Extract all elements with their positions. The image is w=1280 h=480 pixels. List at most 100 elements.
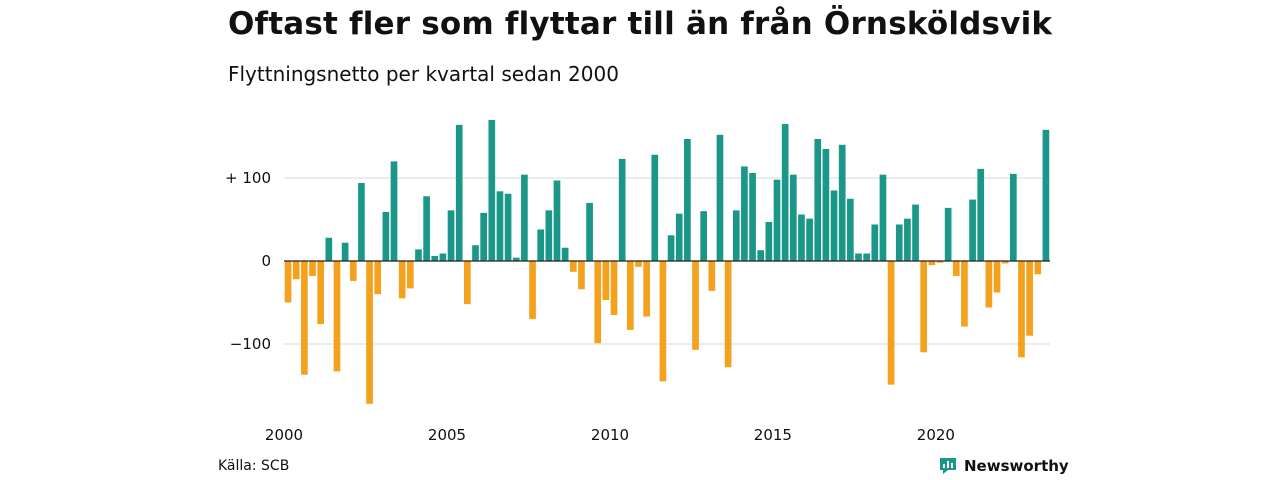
y-tick-label: + 100 bbox=[225, 169, 271, 187]
bar bbox=[301, 261, 308, 375]
bar bbox=[635, 261, 642, 267]
bar bbox=[993, 261, 1001, 293]
bar bbox=[610, 261, 618, 315]
bar bbox=[741, 166, 748, 261]
bar bbox=[349, 261, 357, 281]
bar bbox=[773, 179, 781, 261]
brand-name: Newsworthy bbox=[964, 457, 1069, 475]
bar bbox=[488, 119, 496, 262]
bar bbox=[732, 210, 740, 261]
bar bbox=[708, 261, 716, 291]
bar bbox=[626, 261, 634, 330]
chart-subtitle: Flyttningsnetto per kvartal sedan 2000 bbox=[228, 62, 619, 86]
bar bbox=[830, 190, 838, 261]
x-tick-label: 2010 bbox=[591, 426, 629, 444]
y-tick-label: −100 bbox=[230, 335, 271, 353]
bar bbox=[928, 261, 936, 266]
bar bbox=[537, 229, 545, 261]
bar bbox=[871, 224, 879, 261]
bar bbox=[716, 134, 724, 261]
y-tick-label: 0 bbox=[261, 252, 271, 270]
bar bbox=[985, 261, 993, 308]
bar bbox=[912, 204, 919, 261]
bar bbox=[618, 158, 626, 261]
bar bbox=[447, 210, 455, 261]
bar bbox=[1042, 129, 1050, 261]
bar bbox=[822, 148, 830, 261]
bar bbox=[569, 261, 577, 272]
bar bbox=[879, 174, 887, 261]
bar bbox=[1026, 261, 1033, 336]
bar bbox=[724, 261, 732, 368]
bar bbox=[651, 154, 659, 261]
bar bbox=[374, 261, 382, 295]
bar bbox=[765, 221, 773, 261]
bar bbox=[366, 261, 373, 404]
bar bbox=[325, 237, 333, 261]
bar bbox=[333, 261, 341, 372]
bar bbox=[398, 261, 406, 299]
bar bbox=[969, 199, 976, 261]
bar bbox=[684, 138, 691, 261]
bar bbox=[1001, 261, 1009, 264]
bar bbox=[309, 261, 316, 276]
bar bbox=[341, 242, 349, 261]
bar bbox=[936, 261, 944, 263]
bar bbox=[1009, 173, 1017, 261]
bar bbox=[749, 173, 756, 261]
x-tick-label: 2015 bbox=[754, 426, 792, 444]
bar bbox=[602, 261, 610, 301]
bar bbox=[814, 138, 822, 261]
bar bbox=[920, 261, 928, 353]
bar bbox=[855, 253, 862, 261]
newsworthy-logo-icon bbox=[940, 458, 956, 474]
bar bbox=[594, 261, 602, 344]
bar bbox=[521, 174, 528, 261]
bar bbox=[578, 261, 585, 290]
bar bbox=[431, 256, 439, 261]
bar bbox=[455, 124, 463, 261]
bar bbox=[561, 247, 569, 261]
bar bbox=[700, 211, 708, 261]
bar bbox=[838, 144, 846, 261]
bar bbox=[847, 198, 854, 261]
bar bbox=[675, 213, 683, 261]
bar bbox=[789, 174, 797, 261]
bar bbox=[390, 161, 398, 261]
bar bbox=[692, 261, 699, 350]
bar bbox=[944, 207, 952, 261]
bar bbox=[545, 210, 553, 261]
bar bbox=[284, 261, 292, 303]
source-note: Källa: SCB bbox=[218, 458, 290, 474]
bar bbox=[887, 261, 895, 385]
bar bbox=[406, 261, 414, 289]
bar bbox=[317, 261, 325, 325]
bar bbox=[504, 193, 512, 261]
bar bbox=[961, 261, 968, 327]
bar bbox=[952, 261, 960, 276]
bar bbox=[464, 261, 471, 305]
bar bbox=[496, 191, 504, 261]
bar bbox=[977, 168, 985, 261]
bar bbox=[382, 212, 390, 261]
bar bbox=[586, 202, 593, 261]
bar bbox=[415, 249, 422, 261]
bar bbox=[439, 253, 447, 261]
bar bbox=[292, 261, 300, 280]
bar bbox=[480, 212, 487, 261]
brand[interactable]: Newsworthy bbox=[938, 456, 1069, 476]
bar bbox=[529, 261, 536, 320]
x-tick-label: 2005 bbox=[428, 426, 466, 444]
bar bbox=[757, 250, 765, 261]
bar bbox=[863, 253, 870, 261]
bar bbox=[512, 257, 520, 261]
chart-title: Oftast fler som flyttar till än från Örn… bbox=[228, 6, 1053, 42]
x-tick-label: 2000 bbox=[265, 426, 303, 444]
bar bbox=[798, 214, 805, 261]
bar bbox=[1018, 261, 1025, 358]
bar bbox=[1034, 261, 1042, 275]
bar bbox=[643, 261, 650, 317]
bar bbox=[358, 182, 365, 261]
bar bbox=[895, 224, 903, 261]
